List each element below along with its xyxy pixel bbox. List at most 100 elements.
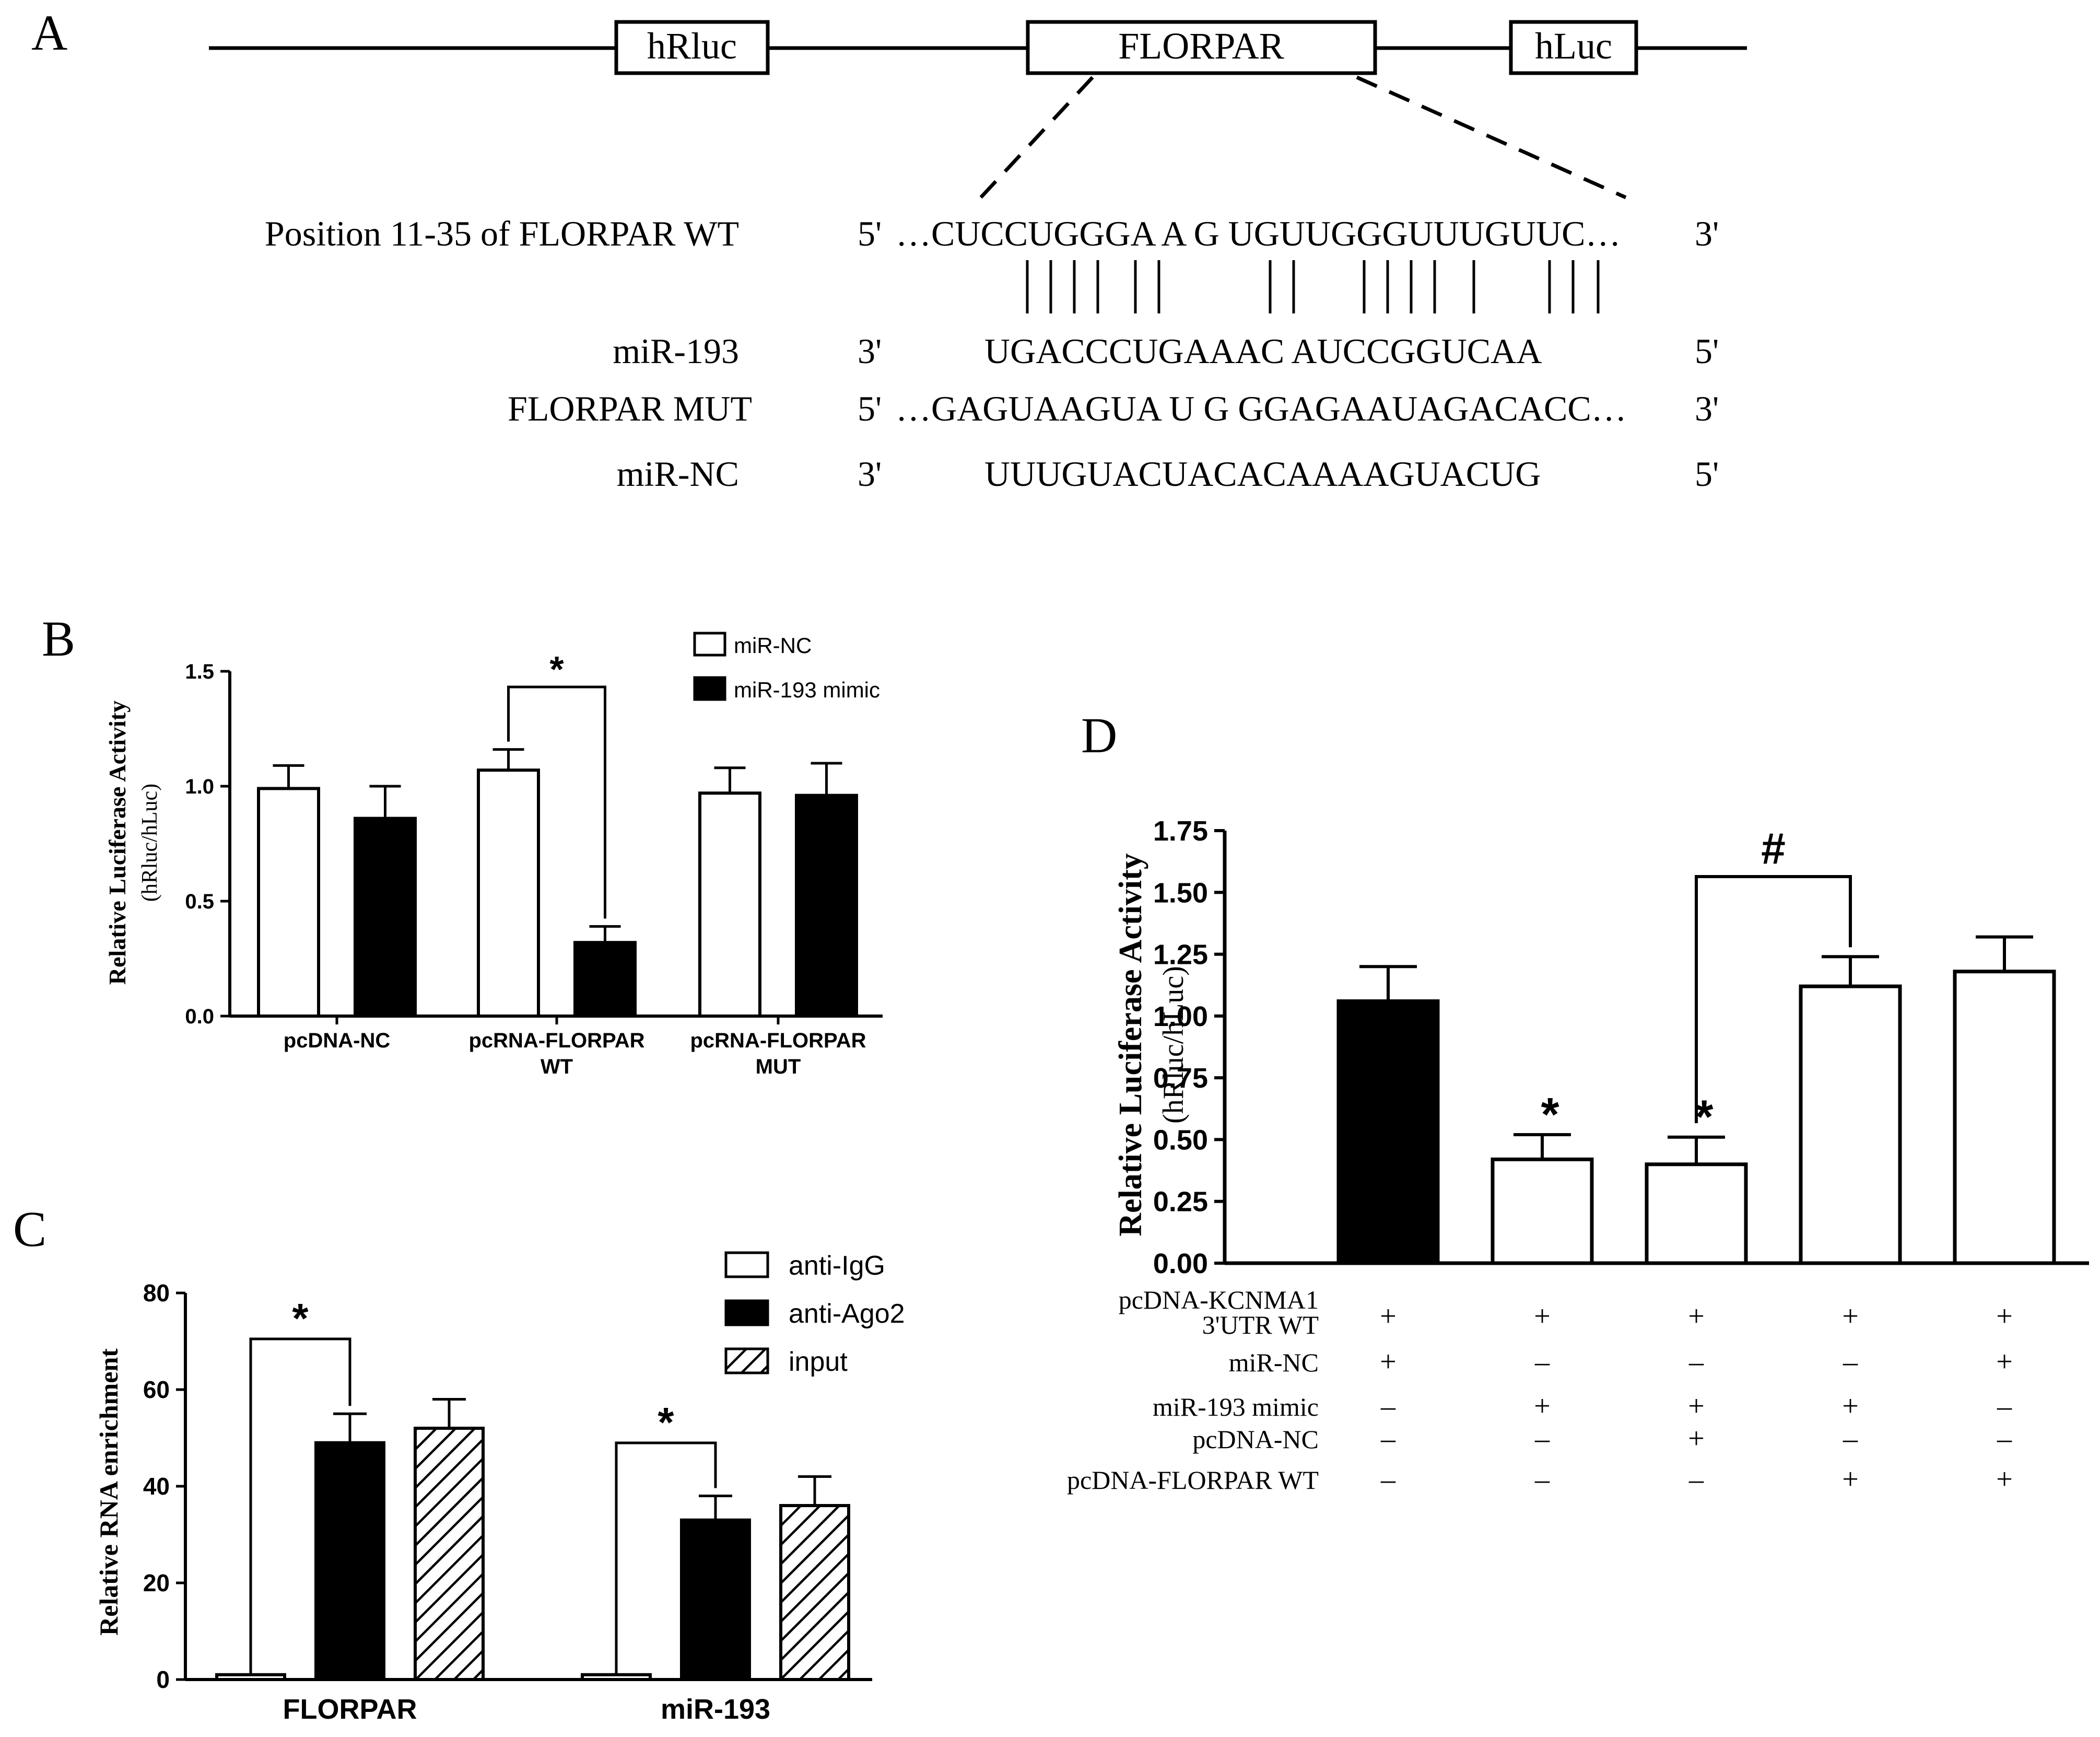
y-tick-label: 60 <box>143 1376 170 1403</box>
condition-mark: – <box>1534 1346 1550 1378</box>
bar <box>1336 999 1440 1265</box>
condition-label: pcDNA-KCNMA1 <box>1119 1285 1319 1314</box>
x-tick-label: pcRNA-FLORPAR <box>690 1029 866 1052</box>
y-tick-label: 1.00 <box>1153 1001 1208 1032</box>
panel-c: C Relative RNA enrichment 0 20 40 60 80 FLORP… <box>13 1201 905 1725</box>
condition-mark: – <box>1843 1423 1858 1455</box>
significance-mark: * <box>1695 1091 1713 1144</box>
condition-mark: + <box>1688 1300 1705 1333</box>
construct-label-hluc: hLuc <box>1535 25 1612 67</box>
y-tick-label: 1.25 <box>1153 939 1208 971</box>
sequence-row-mir193: miR-193 3' UGACCCUGAAAC AUCCGGUCAA 5' <box>613 331 1719 371</box>
panel-b: B Relative Luciferase Activity (hRluc/hL… <box>42 611 883 1078</box>
bar <box>1645 1162 1748 1265</box>
sequence-text: UUUGUACUACACAAAAGUACUG <box>984 454 1541 494</box>
panel-label-b: B <box>42 611 75 667</box>
condition-mark: – <box>1380 1463 1396 1496</box>
sequence-text: UGACCCUGAAAC AUCCGGUCAA <box>984 331 1542 371</box>
base-pairing-lines <box>1026 260 1600 313</box>
condition-mark: – <box>1534 1463 1550 1496</box>
x-tick-label: pcDNA-NC <box>284 1029 390 1052</box>
condition-label: pcDNA-NC <box>1192 1425 1319 1454</box>
condition-mark: – <box>1380 1423 1396 1455</box>
sequence-five-end: 5' <box>858 389 882 428</box>
sequence-three-end: 3' <box>1695 389 1719 428</box>
panel-label-c: C <box>13 1201 46 1257</box>
legend-label: miR-193 mimic <box>734 678 880 702</box>
y-tick-label: 1.50 <box>1153 877 1208 908</box>
y-tick-label: 40 <box>143 1473 170 1500</box>
bar <box>573 941 637 1018</box>
condition-mark: + <box>1380 1346 1397 1378</box>
condition-mark: – <box>1534 1423 1550 1455</box>
panel-label-a: A <box>31 5 67 61</box>
construct-label-hrluc: hRluc <box>647 25 737 67</box>
y-axis-subtitle: (hRluc/hLuc) <box>1157 966 1190 1124</box>
significance-mark: * <box>292 1295 309 1342</box>
condition-mark: + <box>1996 1463 2013 1496</box>
condition-mark: + <box>1688 1423 1705 1455</box>
condition-label: pcDNA-FLORPAR WT <box>1067 1465 1319 1495</box>
bar <box>1491 1157 1594 1265</box>
condition-mark: + <box>1688 1390 1705 1423</box>
sequence-label: FLORPAR MUT <box>508 389 752 428</box>
bar <box>1953 970 2056 1265</box>
condition-label: miR-NC <box>1229 1348 1319 1377</box>
bar <box>257 787 320 1018</box>
panel-a: A hRluc FLORPAR hLuc Position 11-35 of F… <box>31 5 1747 494</box>
y-tick-label: 0 <box>156 1666 170 1693</box>
condition-mark: – <box>1997 1423 2012 1455</box>
x-tick-label: FLORPAR <box>283 1694 417 1725</box>
condition-mark: + <box>1996 1346 2013 1378</box>
significance-mark: * <box>658 1399 674 1445</box>
legend-label: anti-IgG <box>789 1251 885 1281</box>
y-tick-label: 1.5 <box>185 660 214 683</box>
bar <box>698 791 761 1018</box>
sequence-five-end: 3' <box>858 454 882 494</box>
construct-label-florpar: FLORPAR <box>1118 25 1284 67</box>
construct-box-hrluc <box>614 20 770 75</box>
condition-mark: + <box>1842 1390 1859 1423</box>
sequence-row-mirnc: miR-NC 3' UUUGUACUACACAAAAGUACUG 5' <box>617 454 1719 494</box>
significance-bracket <box>1695 875 1852 1123</box>
significance-mark: * <box>549 649 564 690</box>
y-axis-title: Relative Luciferase Activity <box>1113 853 1148 1236</box>
condition-mark: + <box>1996 1300 2013 1333</box>
sequence-row-wt: Position 11-35 of FLORPAR WT 5' …CUCCUGG… <box>265 214 1719 253</box>
legend-b: miR-NC miR-193 mimic <box>693 632 880 702</box>
panel-label-d: D <box>1081 707 1117 763</box>
y-tick-label: 80 <box>143 1279 170 1307</box>
significance-mark: # <box>1761 824 1786 873</box>
construct-box-florpar <box>1026 20 1377 75</box>
x-tick-label: WT <box>541 1055 573 1078</box>
condition-mark: + <box>1534 1390 1551 1423</box>
y-tick-label: 0.25 <box>1153 1186 1208 1218</box>
bar <box>795 794 858 1018</box>
x-tick-label: MUT <box>756 1055 801 1078</box>
zoom-line-right <box>1356 75 1627 200</box>
significance-mark: * <box>1541 1089 1559 1141</box>
sequence-label: miR-193 <box>613 331 739 371</box>
condition-mark: + <box>1842 1300 1859 1333</box>
sequence-text: …GAGUAAGUA U G GGAGAAUAGACACC… <box>896 389 1627 428</box>
sequence-three-end: 3' <box>1695 214 1719 253</box>
bar <box>314 1441 385 1681</box>
significance-bracket <box>249 1337 351 1673</box>
sequence-label: miR-NC <box>617 454 739 494</box>
legend-label: anti-Ago2 <box>789 1299 905 1329</box>
sequence-five-end: 3' <box>858 331 882 371</box>
legend-label: miR-NC <box>734 633 812 658</box>
zoom-line-left <box>979 76 1094 199</box>
legend-c: anti-IgG anti-Ago2 input <box>724 1251 905 1377</box>
condition-mark: + <box>1380 1300 1397 1333</box>
legend-swatch-input <box>724 1347 769 1374</box>
bar <box>581 1673 652 1681</box>
sequence-text: …CUCCUGGGA A G UGUUGGGUUUGUUC… <box>896 214 1621 253</box>
bar <box>414 1427 485 1681</box>
y-tick-label: 1.75 <box>1153 815 1208 847</box>
y-tick-label: 0.0 <box>185 1005 214 1028</box>
y-tick-label: 20 <box>143 1569 170 1596</box>
significance-bracket <box>507 685 606 919</box>
condition-mark: + <box>1534 1300 1551 1333</box>
